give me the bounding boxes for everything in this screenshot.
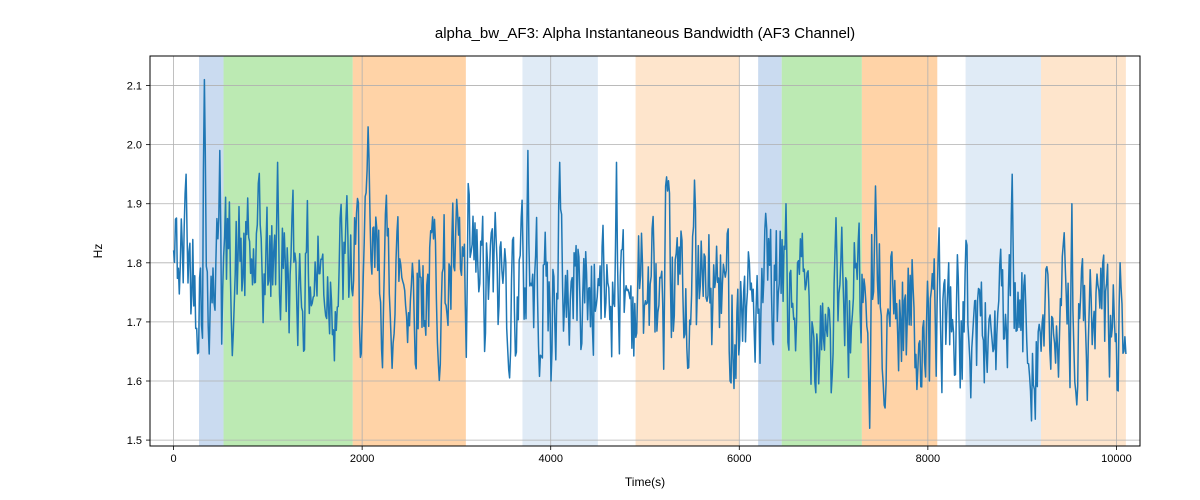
y-tick-label: 2.1 xyxy=(127,81,142,93)
chart-band xyxy=(353,56,466,446)
y-tick-label: 1.9 xyxy=(127,199,142,211)
chart-band xyxy=(522,56,597,446)
x-tick-label: 10000 xyxy=(1101,453,1132,465)
line-chart: alpha_bw_AF3: Alpha Instantaneous Bandwi… xyxy=(0,0,1200,500)
y-tick-label: 2.0 xyxy=(127,140,142,152)
chart-band xyxy=(782,56,862,446)
y-tick-label: 1.5 xyxy=(127,435,142,447)
y-tick-label: 1.8 xyxy=(127,258,142,270)
x-tick-label: 2000 xyxy=(350,453,374,465)
chart-band xyxy=(862,56,937,446)
x-tick-label: 0 xyxy=(171,453,177,465)
y-tick-label: 1.6 xyxy=(127,376,142,388)
y-tick-label: 1.7 xyxy=(127,317,142,329)
chart-band xyxy=(1041,56,1126,446)
x-tick-label: 8000 xyxy=(916,453,940,465)
x-axis-label: Time(s) xyxy=(625,475,665,489)
chart-title: alpha_bw_AF3: Alpha Instantaneous Bandwi… xyxy=(435,25,855,42)
y-axis-label: Hz xyxy=(91,244,105,259)
x-tick-label: 6000 xyxy=(727,453,751,465)
chart-container: alpha_bw_AF3: Alpha Instantaneous Bandwi… xyxy=(0,0,1200,500)
x-tick-label: 4000 xyxy=(538,453,562,465)
